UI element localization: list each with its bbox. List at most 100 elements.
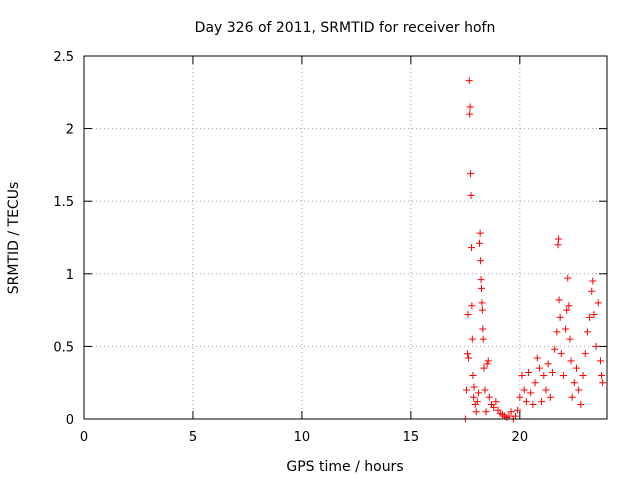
data-point [544,360,552,368]
data-point [564,274,572,282]
y-tick-label: 2.5 [53,50,74,65]
data-point [468,302,476,310]
data-point [570,379,578,387]
data-point [480,364,488,372]
data-point [551,345,559,353]
data-point [490,403,498,411]
data-point [590,310,598,318]
data-point [472,408,480,416]
data-point [527,389,535,397]
data-point [555,296,563,304]
data-point [588,287,596,295]
y-axis-label: SRMTID / TECUs [6,182,22,295]
data-point [467,170,475,178]
data-point [563,306,571,314]
data-point [554,241,562,249]
data-point [572,364,580,372]
data-point [478,299,486,307]
data-point [485,393,493,401]
data-point [581,350,589,358]
data-point [559,371,567,379]
data-point [531,379,539,387]
grid-lines [84,56,607,419]
data-point [466,103,474,111]
data-point [465,77,473,85]
data-point [583,328,591,336]
x-tick-label: 10 [294,430,311,445]
data-point [518,371,526,379]
data-point [592,342,600,350]
data-point [525,369,533,377]
data-point [596,357,604,365]
plot-frame [83,55,608,420]
data-point [477,276,485,284]
data-point [468,335,476,343]
data-point [533,354,541,362]
x-tick-label: 20 [512,430,529,445]
data-point [478,306,486,314]
data-point [464,310,472,318]
data-point [594,299,602,307]
data-point [473,398,481,406]
x-axis-label: GPS time / hours [286,459,403,475]
data-point [565,302,573,310]
y-tick-label: 1 [66,268,74,283]
x-tick-label: 5 [189,430,197,445]
data-point [464,350,472,358]
data-point [522,398,530,406]
data-point [466,110,474,118]
data-point [553,328,561,336]
data-point [567,357,575,365]
data-point [479,325,487,333]
y-tick-label: 2 [66,123,74,138]
data-point [467,244,475,252]
data-point [462,386,470,394]
y-tick-label: 1.5 [53,195,74,210]
data-point [514,406,522,414]
data-point [467,191,475,199]
data-point [492,398,500,406]
data-point [540,371,548,379]
data-point [470,393,478,401]
data-point [511,412,519,420]
data-point [586,313,594,321]
data-point [598,371,606,379]
data-point [577,400,585,408]
y-tick-label: 0 [66,413,74,428]
data-point [557,350,565,358]
data-point [476,229,484,237]
x-tick-label: 15 [403,430,420,445]
data-point [477,257,485,265]
data-point [479,335,487,343]
data-point [476,239,484,247]
data-point [465,354,473,362]
data-point [469,371,477,379]
data-point [535,364,543,372]
data-point [520,386,528,394]
data-point [481,386,489,394]
data-point [555,235,563,243]
data-point [556,313,564,321]
data-point [546,393,554,401]
data-point [477,284,485,292]
data-point [529,400,537,408]
data-point [482,408,490,416]
data-point [589,277,597,285]
data-point [484,357,492,365]
data-point [566,335,574,343]
data-point [505,412,513,420]
axis-ticks: 0 0.5 1 1.5 2 2.5 0 5 10 15 20 [53,50,607,445]
chart-title: Day 326 of 2011, SRMTID for receiver hof… [195,20,496,36]
data-point [474,389,482,397]
data-point [579,371,587,379]
data-point [575,386,583,394]
data-point [568,393,576,401]
data-point [516,393,524,401]
data-point [483,360,491,368]
x-tick-label: 0 [80,430,88,445]
data-point [542,386,550,394]
data-point [549,369,557,377]
y-tick-label: 0.5 [53,340,74,355]
